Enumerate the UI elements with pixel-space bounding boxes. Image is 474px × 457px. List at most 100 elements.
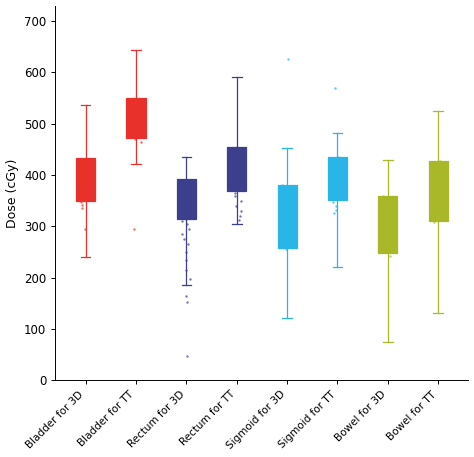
Point [433,171,440,179]
Point [381,215,388,222]
Point [287,238,295,245]
Point [77,198,84,205]
Point [384,229,392,236]
Point [78,201,86,208]
Point [182,189,190,197]
Point [382,202,390,209]
Point [230,150,237,157]
Point [386,237,394,244]
Point [183,298,191,306]
Point [181,186,189,194]
Point [235,179,242,186]
Point [330,164,337,171]
Point [330,210,338,217]
Point [329,198,337,205]
Point [278,189,286,197]
Point [237,207,245,214]
Point [439,167,447,175]
Point [335,184,342,191]
Point [178,210,186,217]
Point [437,200,444,207]
Point [332,157,339,164]
Point [134,112,142,120]
Point [131,135,139,143]
Point [185,197,192,204]
Point [282,230,290,238]
Point [285,193,292,200]
Point [77,171,85,179]
Point [182,184,190,191]
Point [282,213,289,220]
Point [130,107,137,114]
Point [432,207,439,214]
Point [182,256,190,263]
Point [280,242,288,250]
Point [434,211,441,218]
Point [433,164,441,171]
Point [330,176,337,184]
Point [179,230,186,238]
Point [429,184,437,191]
Point [439,196,447,203]
Point [231,189,239,197]
Point [237,197,245,204]
Point [436,215,443,222]
Point [183,352,191,360]
Point [286,218,294,225]
Point [82,182,90,190]
Point [231,186,239,194]
Point [383,233,391,240]
Point [331,174,339,181]
Point [86,169,93,176]
Point [181,205,188,212]
Point [385,196,392,203]
Point [228,157,236,164]
Point [237,174,245,181]
Point [338,177,346,185]
Point [136,105,143,112]
Point [284,208,292,216]
Point [84,159,92,166]
Point [137,138,145,145]
Point [183,213,191,220]
Point [77,165,84,172]
Point [130,115,138,122]
Point [184,240,191,248]
Point [234,161,241,168]
Point [237,171,244,179]
Point [436,176,443,184]
Point [235,166,242,174]
Point [187,176,195,184]
Point [237,213,244,220]
Point [284,201,292,208]
Point [237,153,245,160]
PathPatch shape [328,157,347,200]
Point [135,125,143,133]
Y-axis label: Dose (cGy): Dose (cGy) [6,158,18,228]
PathPatch shape [428,160,448,221]
Point [331,84,339,91]
Point [130,116,138,123]
Point [186,225,193,233]
Point [184,200,191,207]
Point [432,160,440,167]
Point [228,164,236,171]
Point [437,192,445,199]
Point [130,225,138,233]
Point [82,184,90,191]
Point [180,235,188,243]
Point [86,167,94,175]
Point [335,192,343,199]
Point [178,192,185,199]
Point [430,218,438,226]
Point [337,171,344,179]
Point [78,156,86,163]
Point [436,180,443,187]
Point [433,174,440,181]
Point [237,147,245,154]
Point [334,153,341,160]
Point [182,292,190,299]
Point [283,246,290,253]
Point [137,117,145,125]
Point [84,189,92,197]
